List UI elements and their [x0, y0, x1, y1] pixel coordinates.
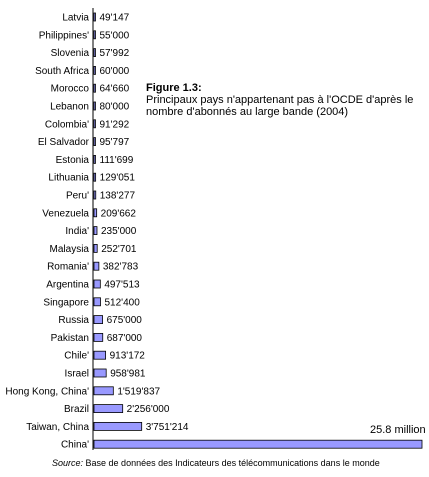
- category-label: Morocco: [51, 84, 90, 95]
- category-label: Hong Kong, China': [5, 386, 89, 397]
- bar: [93, 48, 96, 57]
- bar: [93, 439, 423, 449]
- value-label: 687'000: [107, 333, 143, 344]
- category-label: Estonia: [56, 155, 90, 166]
- source-note: Source: Base de données des Indicateurs …: [52, 458, 380, 468]
- value-label: 1'519'837: [117, 386, 160, 397]
- category-label: Russia: [58, 315, 89, 326]
- bar: [93, 154, 96, 164]
- category-label: Chile': [64, 351, 89, 362]
- bar: [93, 332, 104, 342]
- bar: [93, 297, 101, 307]
- bar: [93, 83, 96, 93]
- bar: [93, 421, 143, 431]
- category-label: China': [61, 440, 89, 451]
- bar: [93, 386, 114, 396]
- value-label: 111'699: [100, 155, 134, 166]
- category-label: Pakistan: [51, 333, 89, 344]
- bar: [93, 12, 96, 22]
- value-label: 958'981: [110, 369, 146, 380]
- bar: [93, 350, 107, 360]
- bar: [93, 101, 96, 111]
- source-label: Source:: [52, 458, 84, 468]
- bar: [93, 208, 98, 218]
- figure-description: Principaux pays n'appartenant pas à l'OC…: [146, 94, 414, 118]
- category-label: Venezuela: [42, 208, 89, 219]
- figure-title: Figure 1.3:: [146, 82, 202, 94]
- category-label: Israel: [65, 369, 89, 380]
- bar: [93, 243, 98, 253]
- value-label: 95'797: [100, 137, 130, 148]
- value-label: 913'172: [110, 351, 146, 362]
- category-label: Brazil: [64, 404, 89, 415]
- bar: [93, 190, 97, 200]
- bar: [93, 261, 100, 271]
- bar: [93, 137, 96, 147]
- bar: [93, 172, 97, 182]
- bar: [93, 315, 103, 325]
- value-label: 382'783: [103, 262, 139, 273]
- category-label: Lithuania: [48, 173, 89, 184]
- bar: [93, 30, 96, 40]
- value-label: 512'400: [105, 297, 141, 308]
- value-label: 64'660: [100, 84, 130, 95]
- value-label: 80'000: [100, 102, 130, 113]
- value-label: 91'292: [100, 119, 130, 130]
- bar: [93, 226, 98, 236]
- bar: [93, 404, 124, 414]
- category-label: Slovenia: [51, 48, 90, 59]
- bar: [93, 119, 96, 129]
- value-label: 138'277: [100, 191, 136, 202]
- bar: [93, 368, 107, 378]
- category-label: Malaysia: [50, 244, 90, 255]
- category-label: Argentina: [46, 280, 89, 291]
- category-label: Latvia: [62, 13, 89, 24]
- category-label: South Africa: [35, 66, 89, 77]
- value-label: 497'513: [104, 280, 140, 291]
- value-label: 57'992: [100, 48, 130, 59]
- value-label: 675'000: [107, 315, 143, 326]
- category-label: Singapore: [43, 297, 89, 308]
- category-label: Peru': [66, 191, 89, 202]
- category-label: India': [65, 226, 89, 237]
- value-label: 129'051: [100, 173, 136, 184]
- value-label: 49'147: [100, 13, 130, 24]
- category-label: Philippines': [39, 30, 89, 41]
- value-label: 3'751'214: [146, 422, 189, 433]
- category-label: Taiwan, China: [26, 422, 89, 433]
- source-text: Base de données des Indicateurs des télé…: [83, 458, 380, 468]
- category-label: Colombia': [45, 119, 89, 130]
- value-label: 235'000: [101, 226, 137, 237]
- category-label: Lebanon: [50, 102, 89, 113]
- china-value-annotation: 25.8 million: [370, 424, 426, 436]
- value-label: 60'000: [100, 66, 130, 77]
- value-label: 209'662: [101, 208, 137, 219]
- value-label: 252'701: [101, 244, 137, 255]
- bar: [93, 279, 101, 289]
- value-label: 55'000: [100, 30, 130, 41]
- bars-layer: Latvia 49'147 Philippines' 55'000 Slovenia 57…: [5, 12, 423, 451]
- category-label: El Salvador: [38, 137, 90, 148]
- category-label: Romania': [47, 262, 89, 273]
- value-label: 2'256'000: [127, 404, 170, 415]
- bar: [93, 66, 96, 75]
